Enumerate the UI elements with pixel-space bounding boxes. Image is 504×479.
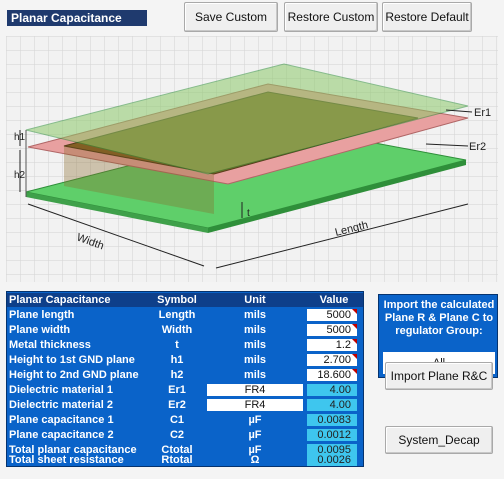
- bottom-plane-edge-right: [208, 160, 466, 233]
- row-name: Total sheet resistance: [9, 454, 124, 466]
- header-value: Value: [319, 294, 349, 306]
- row-name: Plane capacitance 1: [9, 414, 114, 426]
- table-row: Total sheet resistance Rtotal Ω 0.0026: [7, 453, 363, 467]
- table-row: Plane capacitance 2 C2 µF 0.0012: [7, 428, 363, 442]
- row-unit: µF: [248, 444, 262, 456]
- row-name: Height to 1st GND plane: [9, 354, 135, 366]
- parameters-table: Planar Capacitance Symbol Unit Value Pla…: [6, 291, 364, 467]
- row-unit: mils: [243, 339, 266, 351]
- metal-thickness-input[interactable]: 1.2: [307, 339, 357, 351]
- row-unit: mils: [243, 354, 266, 366]
- header-name: Planar Capacitance: [9, 294, 111, 306]
- plane-length-input[interactable]: 5000: [307, 309, 357, 321]
- row-symbol: Er1: [168, 384, 186, 396]
- row-name: Dielectric material 1: [9, 384, 113, 396]
- er2-value: 4.00: [307, 399, 357, 411]
- power-plane-shadow: [64, 146, 214, 214]
- table-row: Dielectric material 2 Er2 FR4 4.00: [7, 398, 363, 412]
- header-unit: Unit: [244, 294, 266, 306]
- h2-input[interactable]: 18.600: [307, 369, 357, 381]
- row-unit: mils: [243, 309, 266, 321]
- er1-leader: [445, 109, 473, 113]
- row-name: Total planar capacitance: [9, 444, 137, 456]
- h1-input[interactable]: 2.700: [307, 354, 357, 366]
- restore-custom-button[interactable]: Restore Custom: [284, 2, 378, 32]
- top-ground-plane: [25, 63, 469, 175]
- table-row: Total planar capacitance Ctotal µF 0.009…: [7, 443, 363, 457]
- row-symbol: h2: [170, 369, 184, 381]
- dielectric-2-select[interactable]: FR4: [207, 399, 303, 411]
- plane-diagram: h1 h2 Er1 Er2 t Width Length: [6, 36, 498, 282]
- rtotal-value: 0.0026: [307, 454, 357, 466]
- row-symbol: C1: [169, 414, 185, 426]
- row-unit: Ω: [250, 454, 260, 466]
- row-name: Plane capacitance 2: [9, 429, 114, 441]
- c2-value: 0.0012: [307, 429, 357, 441]
- length-dimension-line: [215, 203, 469, 269]
- row-unit: mils: [243, 369, 266, 381]
- row-name: Plane length: [9, 309, 75, 321]
- table-row: Height to 2nd GND plane h2 mils 18.600: [7, 368, 363, 382]
- row-name: Plane width: [9, 324, 71, 336]
- header-symbol: Symbol: [157, 294, 197, 306]
- er2-leader: [425, 143, 469, 147]
- row-symbol: C2: [169, 429, 185, 441]
- h1-label: h1: [14, 132, 26, 143]
- save-custom-button[interactable]: Save Custom: [184, 2, 278, 32]
- dielectric-1-select[interactable]: FR4: [207, 384, 303, 396]
- row-symbol: Width: [161, 324, 193, 336]
- row-symbol: Er2: [168, 399, 186, 411]
- row-unit: µF: [248, 429, 262, 441]
- table-header-row: Planar Capacitance Symbol Unit Value: [7, 293, 363, 307]
- row-unit: mils: [243, 324, 266, 336]
- table-row: Dielectric material 1 Er1 FR4 4.00: [7, 383, 363, 397]
- row-name: Dielectric material 2: [9, 399, 113, 411]
- table-row: Height to 1st GND plane h1 mils 2.700: [7, 353, 363, 367]
- t-label: t: [247, 208, 250, 219]
- table-row: Plane capacitance 1 C1 µF 0.0083: [7, 413, 363, 427]
- c1-value: 0.0083: [307, 414, 357, 426]
- import-instructions: Import the calculated Plane R & Plane C …: [383, 299, 495, 337]
- er1-label: Er1: [474, 107, 491, 119]
- row-name: Metal thickness: [9, 339, 91, 351]
- plane-diagram-svg: h1 h2 Er1 Er2 t Width Length: [6, 36, 498, 282]
- ctotal-value: 0.0095: [307, 444, 357, 456]
- h2-label: h2: [14, 170, 26, 181]
- table-row: Plane length Length mils 5000: [7, 308, 363, 322]
- bottom-plane-edge: [26, 192, 208, 233]
- table-row: Plane width Width mils 5000: [7, 323, 363, 337]
- row-unit: µF: [248, 414, 262, 426]
- row-symbol: h1: [170, 354, 184, 366]
- width-dimension-line: [27, 203, 205, 267]
- row-symbol: Rtotal: [161, 454, 193, 466]
- row-symbol: Ctotal: [161, 444, 193, 456]
- er1-value: 4.00: [307, 384, 357, 396]
- import-plane-rc-button[interactable]: Import Plane R&C: [385, 362, 493, 390]
- row-symbol: Length: [158, 309, 196, 321]
- plane-width-input[interactable]: 5000: [307, 324, 357, 336]
- restore-default-button[interactable]: Restore Default: [382, 2, 472, 32]
- row-symbol: t: [175, 339, 179, 351]
- er2-label: Er2: [469, 141, 486, 153]
- table-row: Metal thickness t mils 1.2: [7, 338, 363, 352]
- page-title: Planar Capacitance: [7, 10, 147, 26]
- system-decap-button[interactable]: System_Decap: [385, 426, 493, 454]
- row-name: Height to 2nd GND plane: [9, 369, 139, 381]
